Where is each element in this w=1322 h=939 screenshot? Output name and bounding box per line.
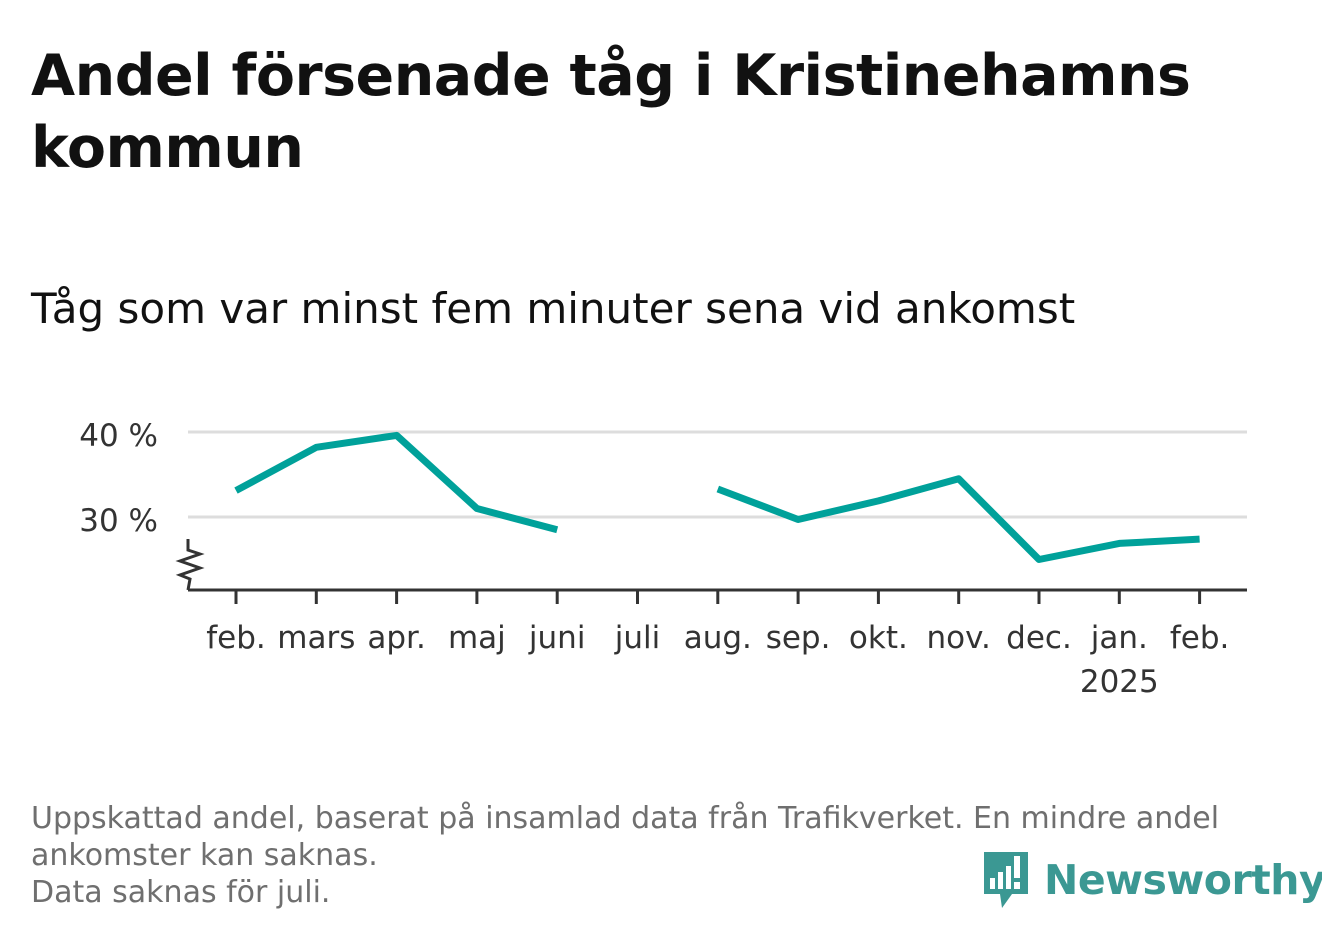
footnote: Uppskattad andel, baserat på insamlad da… <box>31 800 1291 911</box>
x-tick-label: juni <box>528 620 586 656</box>
x-tick-label: dec. <box>1006 620 1072 656</box>
footnote-line-1: Uppskattad andel, baserat på insamlad da… <box>31 801 1220 836</box>
series-line-segment-1 <box>234 431 559 534</box>
x-tick-label: feb. <box>1170 620 1230 656</box>
x-tick-label: okt. <box>849 620 908 656</box>
axis-break-icon <box>175 539 205 591</box>
x-tick-label: aug. <box>684 620 752 656</box>
brand-logo: Newsworthy <box>982 850 1322 910</box>
footnote-line-2: ankomster kan saknas. <box>31 838 378 873</box>
series-line-segment-2 <box>716 475 1200 563</box>
bar-chart-speech-icon <box>984 852 1028 908</box>
x-tick-label: juli <box>614 620 661 656</box>
y-tick-label: 40 % <box>79 418 158 454</box>
x-tick-label: nov. <box>926 620 990 656</box>
footnote-line-3: Data saknas för juli. <box>31 875 331 910</box>
x-tick-label: jan. <box>1090 620 1148 656</box>
x-tick-label: apr. <box>367 620 425 656</box>
x-tick-label: sep. <box>766 620 831 656</box>
line-chart: 30 % 40 % feb. mars apr. maj juni juli aug. sep. o… <box>79 418 1247 700</box>
x-year-label: 2025 <box>1080 664 1159 700</box>
chart-subtitle: Tåg som var minst fem minuter sena vid a… <box>31 284 1076 333</box>
chart-title: Andel försenade tåg i Kristinehamns komm… <box>31 43 1191 181</box>
x-tick-label: feb. <box>206 620 266 656</box>
x-tick-label: mars <box>277 620 355 656</box>
y-tick-label: 30 % <box>79 503 158 539</box>
brand-name: Newsworthy <box>1044 856 1322 904</box>
x-tick-label: maj <box>448 620 506 656</box>
